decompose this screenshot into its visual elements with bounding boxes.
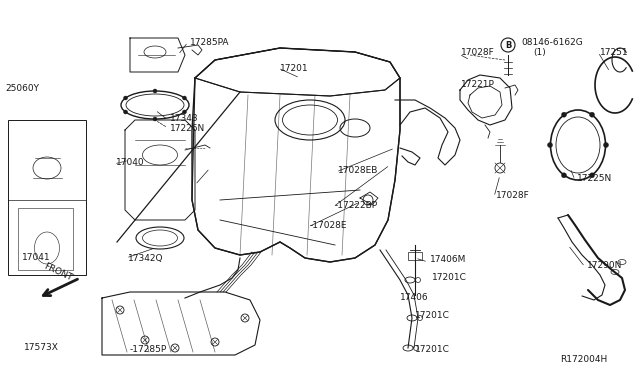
Text: (1): (1) [533, 48, 546, 57]
Text: 17201C: 17201C [432, 273, 467, 282]
Circle shape [589, 173, 595, 178]
Text: 08146-6162G: 08146-6162G [521, 38, 583, 46]
Circle shape [124, 96, 127, 100]
Text: 17251: 17251 [600, 48, 628, 57]
Circle shape [589, 112, 595, 117]
Text: R172004H: R172004H [560, 356, 607, 365]
Text: 17343: 17343 [170, 113, 198, 122]
Text: 17285PA: 17285PA [190, 38, 230, 46]
Text: 17028EB: 17028EB [338, 166, 378, 174]
Text: 17225N: 17225N [577, 173, 612, 183]
Text: 17342Q: 17342Q [128, 253, 163, 263]
Text: 17041: 17041 [22, 253, 51, 263]
Circle shape [561, 112, 566, 117]
Text: 17028F: 17028F [461, 48, 495, 57]
Text: -17285P: -17285P [130, 346, 167, 355]
Bar [8, 120, 86, 275]
Text: 25060Y: 25060Y [5, 83, 39, 93]
Text: FRONT: FRONT [42, 262, 74, 282]
Text: 17290N: 17290N [587, 260, 622, 269]
Circle shape [153, 89, 157, 93]
Bar [18, 208, 73, 270]
Text: 17226N: 17226N [170, 124, 205, 132]
Text: 17201C: 17201C [415, 311, 450, 320]
Text: 17201: 17201 [280, 64, 308, 73]
Text: B: B [505, 41, 511, 49]
Text: 17406: 17406 [400, 292, 429, 301]
Text: 17040: 17040 [116, 157, 145, 167]
Text: 17028F: 17028F [496, 190, 530, 199]
Circle shape [604, 142, 609, 148]
Circle shape [124, 110, 127, 114]
Text: -17028E: -17028E [310, 221, 348, 230]
Circle shape [153, 117, 157, 121]
Text: 17221P: 17221P [461, 80, 495, 89]
Circle shape [182, 110, 186, 114]
Bar [408, 252, 422, 260]
Circle shape [547, 142, 552, 148]
Circle shape [182, 96, 186, 100]
Text: 17406M: 17406M [430, 256, 467, 264]
Circle shape [561, 173, 566, 178]
Text: 17201C: 17201C [415, 344, 450, 353]
Text: 17573X: 17573X [24, 343, 59, 352]
Text: -17222BP: -17222BP [335, 201, 378, 209]
